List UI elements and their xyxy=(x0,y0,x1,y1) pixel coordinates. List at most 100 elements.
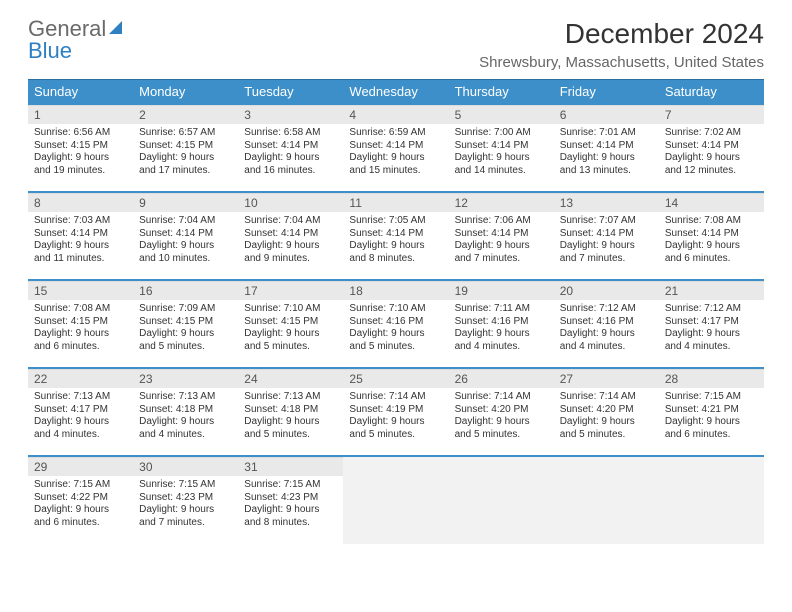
sunset-line: Sunset: 4:15 PM xyxy=(244,316,337,329)
sunset-line: Sunset: 4:14 PM xyxy=(34,228,127,241)
calendar-week-row: 8Sunrise: 7:03 AMSunset: 4:14 PMDaylight… xyxy=(28,192,764,280)
day-number: 7 xyxy=(659,105,764,124)
daylight-line: Daylight: 9 hours and 5 minutes. xyxy=(349,328,442,353)
sunrise-line: Sunrise: 7:06 AM xyxy=(455,215,548,228)
daylight-line: Daylight: 9 hours and 11 minutes. xyxy=(34,240,127,265)
day-number: 22 xyxy=(28,369,133,388)
daylight-line: Daylight: 9 hours and 12 minutes. xyxy=(665,152,758,177)
calendar-day-cell xyxy=(659,456,764,544)
calendar-day-cell: 24Sunrise: 7:13 AMSunset: 4:18 PMDayligh… xyxy=(238,368,343,456)
calendar-day-cell: 27Sunrise: 7:14 AMSunset: 4:20 PMDayligh… xyxy=(554,368,659,456)
daylight-line: Daylight: 9 hours and 14 minutes. xyxy=(455,152,548,177)
sunrise-line: Sunrise: 7:04 AM xyxy=(139,215,232,228)
sunset-line: Sunset: 4:15 PM xyxy=(139,140,232,153)
calendar-week-row: 29Sunrise: 7:15 AMSunset: 4:22 PMDayligh… xyxy=(28,456,764,544)
day-details: Sunrise: 7:12 AMSunset: 4:17 PMDaylight:… xyxy=(659,300,764,357)
calendar-day-cell: 30 Sunrise: 7:15 AMSunset: 4:23 PMDayligh… xyxy=(133,456,238,544)
calendar-day-cell: 15Sunrise: 7:08 AMSunset: 4:15 PMDayligh… xyxy=(28,280,133,368)
day-number: 3 xyxy=(238,105,343,124)
daylight-line: Daylight: 9 hours and 6 minutes. xyxy=(665,240,758,265)
sunrise-line: Sunrise: 7:15 AM xyxy=(665,391,758,404)
daylight-line: Daylight: 9 hours and 5 minutes. xyxy=(560,416,653,441)
calendar-day-cell: 2Sunrise: 6:57 AMSunset: 4:15 PMDaylight… xyxy=(133,104,238,192)
day-details: Sunrise: 7:14 AMSunset: 4:20 PMDaylight:… xyxy=(449,388,554,445)
location-subtitle: Shrewsbury, Massachusetts, United States xyxy=(479,54,764,71)
sunrise-line: Sunrise: 7:15 AM xyxy=(139,479,232,492)
day-details: Sunrise: 6:58 AMSunset: 4:14 PMDaylight:… xyxy=(238,124,343,181)
day-details: Sunrise: 7:02 AMSunset: 4:14 PMDaylight:… xyxy=(659,124,764,181)
day-details: Sunrise: 7:15 AMSunset: 4:23 PMDaylight:… xyxy=(238,476,343,533)
logo: General Blue xyxy=(28,18,126,62)
calendar-day-cell: 31Sunrise: 7:15 AMSunset: 4:23 PMDayligh… xyxy=(238,456,343,544)
day-details: Sunrise: 7:15 AMSunset: 4:21 PMDaylight:… xyxy=(659,388,764,445)
day-number: 9 xyxy=(133,193,238,212)
daylight-line: Daylight: 9 hours and 7 minutes. xyxy=(560,240,653,265)
daylight-line: Daylight: 9 hours and 13 minutes. xyxy=(560,152,653,177)
weekday-header: Wednesday xyxy=(343,80,448,105)
calendar-day-cell: 10Sunrise: 7:04 AMSunset: 4:14 PMDayligh… xyxy=(238,192,343,280)
calendar-day-cell: 16Sunrise: 7:09 AMSunset: 4:15 PMDayligh… xyxy=(133,280,238,368)
daylight-line: Daylight: 9 hours and 4 minutes. xyxy=(560,328,653,353)
weekday-header: Saturday xyxy=(659,80,764,105)
daylight-line: Daylight: 9 hours and 8 minutes. xyxy=(244,504,337,529)
day-details: Sunrise: 7:14 AMSunset: 4:20 PMDaylight:… xyxy=(554,388,659,445)
sunset-line: Sunset: 4:16 PM xyxy=(560,316,653,329)
weekday-header: Tuesday xyxy=(238,80,343,105)
logo-sail-icon xyxy=(108,20,126,36)
calendar-day-cell: 12Sunrise: 7:06 AMSunset: 4:14 PMDayligh… xyxy=(449,192,554,280)
calendar-day-cell: 5Sunrise: 7:00 AMSunset: 4:14 PMDaylight… xyxy=(449,104,554,192)
calendar-day-cell: 17Sunrise: 7:10 AMSunset: 4:15 PMDayligh… xyxy=(238,280,343,368)
sunrise-line: Sunrise: 7:10 AM xyxy=(244,303,337,316)
sunset-line: Sunset: 4:20 PM xyxy=(560,404,653,417)
day-details: Sunrise: 7:13 AMSunset: 4:18 PMDaylight:… xyxy=(133,388,238,445)
sunrise-line: Sunrise: 7:11 AM xyxy=(455,303,548,316)
page-title: December 2024 xyxy=(479,18,764,50)
day-details: Sunrise: 7:09 AMSunset: 4:15 PMDaylight:… xyxy=(133,300,238,357)
daylight-line: Daylight: 9 hours and 8 minutes. xyxy=(349,240,442,265)
calendar-day-cell xyxy=(554,456,659,544)
daylight-line: Daylight: 9 hours and 16 minutes. xyxy=(244,152,337,177)
sunset-line: Sunset: 4:23 PM xyxy=(139,492,232,505)
sunset-line: Sunset: 4:18 PM xyxy=(244,404,337,417)
day-details: Sunrise: 7:12 AMSunset: 4:16 PMDaylight:… xyxy=(554,300,659,357)
day-number: 15 xyxy=(28,281,133,300)
calendar-day-cell: 29Sunrise: 7:15 AMSunset: 4:22 PMDayligh… xyxy=(28,456,133,544)
sunset-line: Sunset: 4:23 PM xyxy=(244,492,337,505)
day-details: Sunrise: 7:04 AMSunset: 4:14 PMDaylight:… xyxy=(133,212,238,269)
daylight-line: Daylight: 9 hours and 6 minutes. xyxy=(34,504,127,529)
sunset-line: Sunset: 4:19 PM xyxy=(349,404,442,417)
sunset-line: Sunset: 4:14 PM xyxy=(665,140,758,153)
day-number: 1 xyxy=(28,105,133,124)
sunset-line: Sunset: 4:14 PM xyxy=(244,140,337,153)
day-details: Sunrise: 6:59 AMSunset: 4:14 PMDaylight:… xyxy=(343,124,448,181)
day-details: Sunrise: 7:11 AMSunset: 4:16 PMDaylight:… xyxy=(449,300,554,357)
calendar-day-cell: 13Sunrise: 7:07 AMSunset: 4:14 PMDayligh… xyxy=(554,192,659,280)
sunrise-line: Sunrise: 6:56 AM xyxy=(34,127,127,140)
weekday-header-row: Sunday Monday Tuesday Wednesday Thursday… xyxy=(28,80,764,105)
calendar-day-cell: 14Sunrise: 7:08 AMSunset: 4:14 PMDayligh… xyxy=(659,192,764,280)
day-number: 2 xyxy=(133,105,238,124)
sunset-line: Sunset: 4:14 PM xyxy=(244,228,337,241)
day-number: 24 xyxy=(238,369,343,388)
day-number: 28 xyxy=(659,369,764,388)
sunset-line: Sunset: 4:14 PM xyxy=(560,140,653,153)
sunset-line: Sunset: 4:14 PM xyxy=(455,228,548,241)
sunrise-line: Sunrise: 7:01 AM xyxy=(560,127,653,140)
day-number: 30 xyxy=(133,457,238,476)
sunrise-line: Sunrise: 7:12 AM xyxy=(665,303,758,316)
day-number: 31 xyxy=(238,457,343,476)
day-details: Sunrise: 7:08 AMSunset: 4:14 PMDaylight:… xyxy=(659,212,764,269)
calendar-day-cell: 18Sunrise: 7:10 AMSunset: 4:16 PMDayligh… xyxy=(343,280,448,368)
calendar-day-cell: 1Sunrise: 6:56 AMSunset: 4:15 PMDaylight… xyxy=(28,104,133,192)
day-details: Sunrise: 7:06 AMSunset: 4:14 PMDaylight:… xyxy=(449,212,554,269)
day-details: Sunrise: 7:15 AMSunset: 4:22 PMDaylight:… xyxy=(28,476,133,533)
daylight-line: Daylight: 9 hours and 4 minutes. xyxy=(34,416,127,441)
calendar-day-cell: 22Sunrise: 7:13 AMSunset: 4:17 PMDayligh… xyxy=(28,368,133,456)
sunset-line: Sunset: 4:16 PM xyxy=(455,316,548,329)
sunset-line: Sunset: 4:17 PM xyxy=(665,316,758,329)
sunset-line: Sunset: 4:14 PM xyxy=(560,228,653,241)
day-number: 10 xyxy=(238,193,343,212)
day-details: Sunrise: 7:13 AMSunset: 4:17 PMDaylight:… xyxy=(28,388,133,445)
daylight-line: Daylight: 9 hours and 5 minutes. xyxy=(139,328,232,353)
daylight-line: Daylight: 9 hours and 7 minutes. xyxy=(139,504,232,529)
